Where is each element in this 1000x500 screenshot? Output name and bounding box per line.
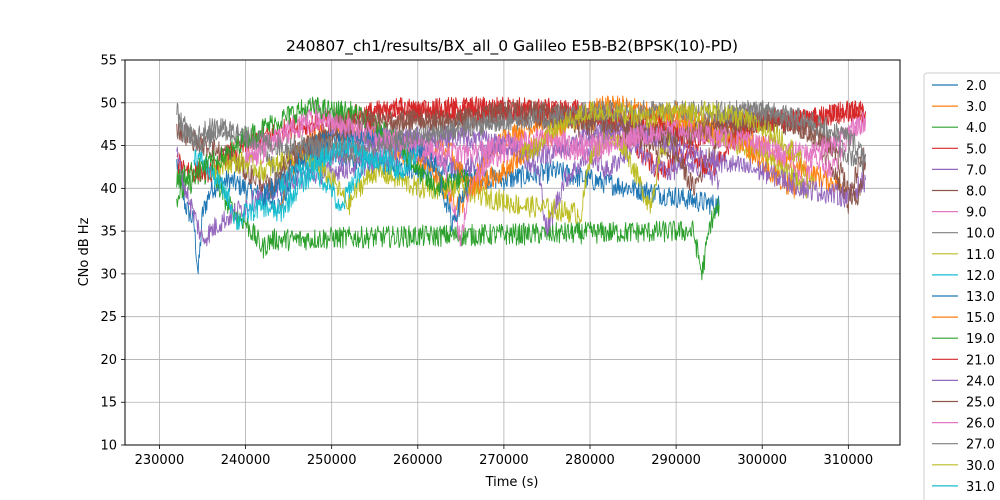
legend-label: 25.0 bbox=[966, 396, 995, 411]
plot-frame bbox=[124, 59, 901, 446]
legend-label: 8.0 bbox=[966, 185, 987, 200]
legend-label: 26.0 bbox=[966, 417, 995, 432]
legend-label: 30.0 bbox=[966, 459, 995, 474]
series-line-25.0 bbox=[279, 99, 867, 206]
y-tick-label: 20 bbox=[100, 353, 117, 368]
x-tick-label: 270000 bbox=[479, 453, 529, 468]
legend-frame bbox=[923, 72, 1000, 500]
legend-label: 3.0 bbox=[966, 100, 987, 115]
x-tick-label: 280000 bbox=[565, 453, 615, 468]
legend: 2.0 3.0 4.0 5.0 7.0 8.0 9.0 10.0 11.0 12.0 13.0 15.… bbox=[923, 72, 1000, 500]
legend-label: 12.0 bbox=[966, 269, 995, 284]
legend-label: 24.0 bbox=[966, 374, 995, 389]
series-line-9.0 bbox=[245, 100, 867, 247]
legend-label: 10.0 bbox=[966, 227, 995, 242]
legend-label: 13.0 bbox=[966, 290, 995, 305]
x-axis: 230000 240000 250000 260000 270000 280000 2900… bbox=[135, 445, 874, 468]
y-tick-label: 45 bbox=[100, 139, 117, 154]
legend-label: 11.0 bbox=[966, 248, 995, 263]
series-line-4.0 bbox=[176, 164, 720, 281]
y-tick-label: 50 bbox=[100, 96, 117, 111]
plot-area bbox=[176, 95, 867, 281]
legend-label: 9.0 bbox=[966, 206, 987, 221]
series-line-26.0 bbox=[245, 110, 867, 165]
x-tick-label: 310000 bbox=[824, 453, 874, 468]
x-tick-label: 300000 bbox=[737, 453, 787, 468]
y-tick-label: 55 bbox=[100, 54, 117, 69]
y-tick-label: 10 bbox=[100, 439, 117, 454]
chart-title: 240807_ch1/results/BX_all_0 Galileo E5B-… bbox=[286, 37, 738, 56]
x-tick-label: 230000 bbox=[135, 453, 185, 468]
legend-label: 31.0 bbox=[966, 480, 995, 495]
legend-label: 2.0 bbox=[966, 79, 987, 94]
x-axis-label: Time (s) bbox=[485, 475, 539, 490]
x-tick-label: 240000 bbox=[221, 453, 271, 468]
x-tick-label: 290000 bbox=[651, 453, 701, 468]
y-tick-label: 15 bbox=[100, 396, 117, 411]
x-tick-label: 250000 bbox=[307, 453, 357, 468]
y-tick-label: 40 bbox=[100, 182, 117, 197]
legend-label: 27.0 bbox=[966, 438, 995, 453]
legend-label: 19.0 bbox=[966, 332, 995, 347]
x-tick-label: 260000 bbox=[393, 453, 443, 468]
y-tick-label: 30 bbox=[100, 267, 117, 282]
series-line-19.0 bbox=[176, 96, 470, 198]
legend-label: 21.0 bbox=[966, 353, 995, 368]
legend-label: 5.0 bbox=[966, 142, 987, 157]
y-axis: 10 15 20 25 30 35 40 45 50 55 bbox=[100, 54, 125, 454]
series-line-30.0 bbox=[520, 100, 806, 178]
legend-label: 4.0 bbox=[966, 121, 987, 136]
legend-label: 15.0 bbox=[966, 311, 995, 326]
legend-label: 7.0 bbox=[966, 163, 987, 178]
y-axis-label: CNo dB Hz bbox=[77, 217, 92, 286]
series-line-31.0 bbox=[279, 136, 419, 195]
y-tick-label: 25 bbox=[100, 310, 117, 325]
y-tick-label: 35 bbox=[100, 225, 117, 240]
